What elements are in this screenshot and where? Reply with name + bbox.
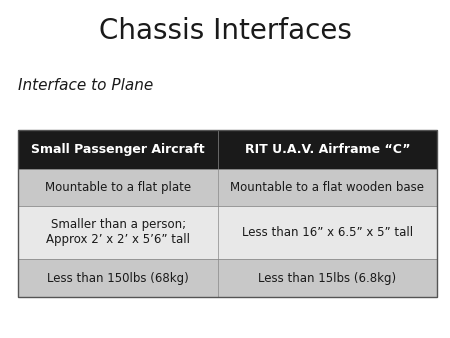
Text: Less than 16” x 6.5” x 5” tall: Less than 16” x 6.5” x 5” tall bbox=[242, 226, 413, 239]
Text: RIT U.A.V. Airframe “C”: RIT U.A.V. Airframe “C” bbox=[245, 143, 410, 156]
Text: Smaller than a person;
Approx 2’ x 2’ x 5’6” tall: Smaller than a person; Approx 2’ x 2’ x … bbox=[46, 218, 190, 246]
Text: Chassis Interfaces: Chassis Interfaces bbox=[99, 17, 351, 45]
Text: Small Passenger Aircraft: Small Passenger Aircraft bbox=[32, 143, 205, 156]
Text: Mountable to a flat plate: Mountable to a flat plate bbox=[45, 181, 191, 194]
Text: Less than 15lbs (6.8kg): Less than 15lbs (6.8kg) bbox=[258, 271, 396, 285]
Text: Interface to Plane: Interface to Plane bbox=[18, 78, 153, 93]
Text: Less than 150lbs (68kg): Less than 150lbs (68kg) bbox=[47, 271, 189, 285]
Text: Mountable to a flat wooden base: Mountable to a flat wooden base bbox=[230, 181, 424, 194]
